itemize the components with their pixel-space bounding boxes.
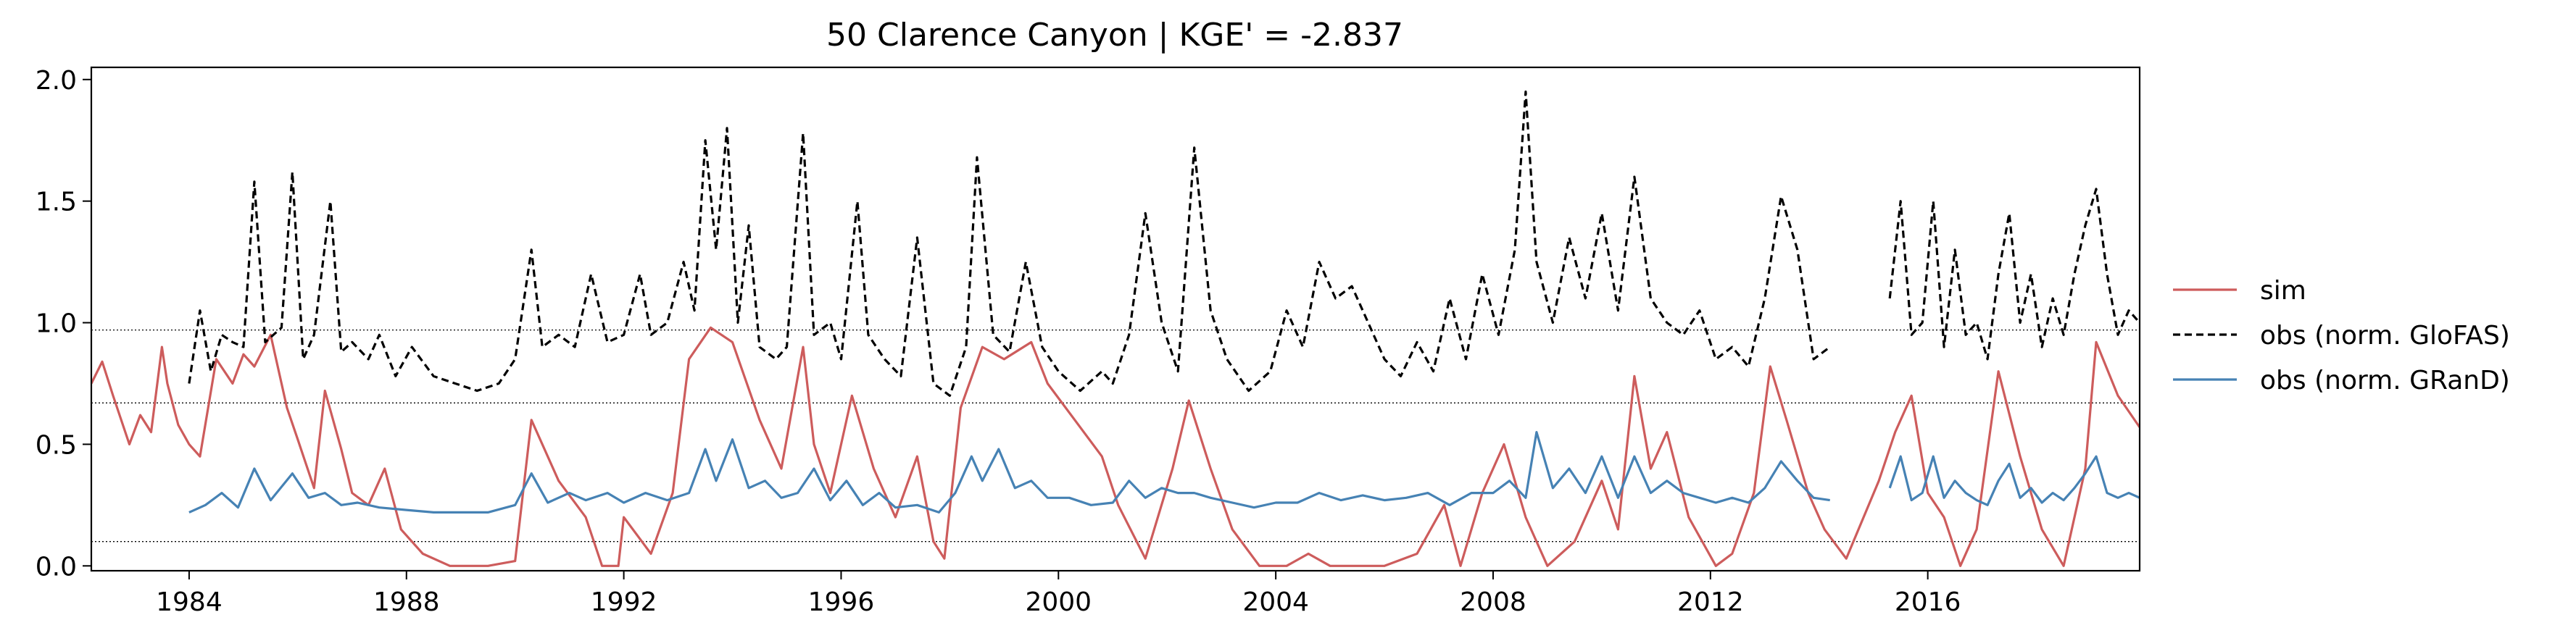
y-tick-label-0: 0.0 xyxy=(36,552,77,582)
y-tick-label-2: 1.0 xyxy=(36,309,77,339)
x-tick-label-7: 2012 xyxy=(1677,587,1744,617)
x-tick-label-1: 1988 xyxy=(373,587,440,617)
x-axis: 1984 1988 1992 1996 2000 2004 2008 2012 2016 xyxy=(156,571,1961,617)
chart-title: 50 Clarence Canyon | KGE' = -2.837 xyxy=(826,17,1403,54)
x-tick-label-3: 1996 xyxy=(808,587,875,617)
plot-series xyxy=(91,91,2140,567)
reference-lines xyxy=(91,329,2140,542)
x-tick-label-5: 2004 xyxy=(1242,587,1309,617)
legend-label-0: sim xyxy=(2260,276,2306,306)
legend: sim obs (norm. GloFAS) obs (norm. GRanD) xyxy=(2173,276,2510,395)
y-tick-label-3: 1.5 xyxy=(36,188,77,217)
y-tick-label-1: 0.5 xyxy=(36,430,77,460)
x-tick-label-4: 2000 xyxy=(1025,587,1092,617)
x-tick-label-2: 1992 xyxy=(591,587,657,617)
x-tick-label-0: 1984 xyxy=(156,587,223,617)
y-axis: 0.0 0.5 1.0 1.5 2.0 xyxy=(36,66,91,582)
x-tick-label-6: 2008 xyxy=(1460,587,1526,617)
legend-label-1: obs (norm. GloFAS) xyxy=(2260,321,2510,351)
series-line-1 xyxy=(188,91,1831,397)
series-line-2 xyxy=(188,431,1830,514)
x-tick-label-8: 2016 xyxy=(1895,587,1961,617)
series-line-3 xyxy=(1888,188,2140,361)
series-line-4 xyxy=(1888,455,2140,506)
y-tick-label-4: 2.0 xyxy=(36,66,77,96)
plot-frame xyxy=(90,66,2141,572)
legend-label-2: obs (norm. GRanD) xyxy=(2260,366,2510,395)
series-line-0 xyxy=(91,326,2140,567)
